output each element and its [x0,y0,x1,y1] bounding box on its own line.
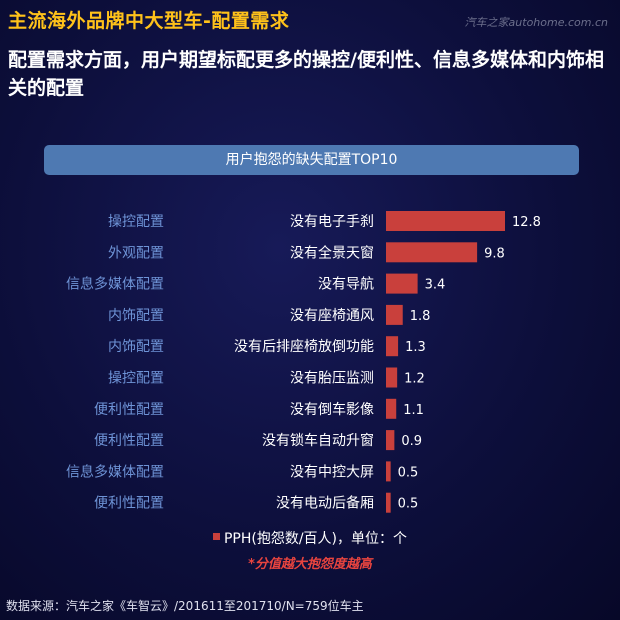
group-label: 操控配置 [108,371,164,387]
group-label: 信息多媒体配置 [66,463,164,480]
legend-swatch [212,533,220,540]
group-label: 操控配置 [108,214,164,230]
category-label: 没有电动后备厢 [276,495,374,512]
group-label: 便利性配置 [94,496,164,512]
category-label: 没有全景天窗 [290,244,374,261]
value-label: 12.8 [512,215,541,230]
chart-title-banner: 用户抱怨的缺失配置TOP10 [44,145,579,175]
value-label: 1.1 [403,403,424,418]
group-label: 内饰配置 [108,308,164,324]
chart-note: *分值越大抱怨度越高 [248,557,372,572]
bar [386,242,478,263]
value-label: 1.3 [405,340,426,355]
category-label: 没有电子手刹 [290,214,374,230]
value-label: 0.5 [398,497,419,512]
data-source: 数据来源：汽车之家《车智云》/201611至201710/N=759位车主 [6,599,364,613]
bar [386,398,397,419]
page-title: 主流海外品牌中大型车-配置需求 [8,10,290,32]
category-label: 没有倒车影像 [290,401,374,418]
value-label: 1.2 [404,372,425,387]
category-label: 没有胎压监测 [290,371,374,387]
bar [386,304,403,325]
bar [386,461,391,482]
bar [386,430,395,451]
group-label: 信息多媒体配置 [66,276,164,293]
bar [386,336,399,357]
bar [386,492,391,513]
category-label: 没有导航 [318,277,374,293]
group-label: 便利性配置 [94,402,164,418]
value-label: 1.8 [410,309,431,324]
group-label: 便利性配置 [94,433,164,449]
category-label: 没有后排座椅放倒功能 [234,339,374,355]
bar [386,367,398,388]
value-label: 3.4 [425,278,446,293]
value-label: 0.9 [401,434,422,449]
bar [386,211,505,231]
bar [386,273,418,294]
watermark: 汽车之家autohome.com.cn [464,16,608,29]
group-label: 内饰配置 [108,339,164,355]
chart-legend: PPH(抱怨数/百人)，单位：个 [0,528,620,548]
category-label: 没有中控大屏 [290,464,374,480]
category-label: 没有锁车自动升窗 [262,432,374,449]
value-label: 0.5 [398,465,419,480]
legend-label: PPH(抱怨数/百人)，单位：个 [223,531,408,547]
group-label: 外观配置 [108,245,164,261]
category-label: 没有座椅通风 [290,308,374,324]
headline: 配置需求方面，用户期望标配更多的操控/便利性、信息多媒体和内饰相关的配置 [8,49,604,99]
value-label: 9.8 [484,246,505,261]
